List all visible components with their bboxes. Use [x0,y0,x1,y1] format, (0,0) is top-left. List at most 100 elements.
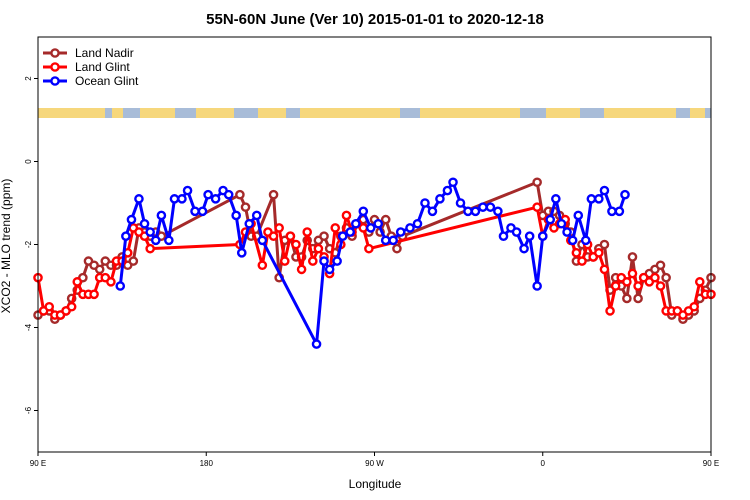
data-point [337,231,348,241]
data-point [190,206,200,217]
y-tick-label: -6 [24,406,33,414]
data-point [169,194,180,204]
series-ocean-glint [115,177,630,349]
plot-area [37,36,712,453]
data-point [351,218,361,229]
data-point [567,235,578,246]
data-point [121,231,131,241]
data-point [257,260,268,271]
land-ocean-strip [38,108,711,118]
land-segment [196,108,234,118]
data-point [478,202,488,212]
data-point [586,194,597,204]
y-tick-label: 0 [24,159,33,164]
data-point [182,185,193,196]
data-point [571,247,582,258]
data-point [257,235,268,246]
data-point [145,243,155,254]
x-tick-label: 90 E [30,459,46,468]
data-point [610,281,621,291]
data-point [134,194,144,204]
data-point [633,293,643,304]
land-segment [112,108,123,118]
data-point [463,206,473,217]
axes: 90 E 180 90 W 0 90 E 2 0 -2 -4 -6 [24,76,719,468]
data-point [614,206,625,217]
data-point [72,277,83,287]
land-segment [258,108,286,118]
data-point [44,301,55,312]
data-point [633,281,643,291]
legend-label: Land Nadir [75,46,134,60]
series-line [118,180,627,346]
data-point [231,210,241,221]
land-segment [420,108,520,118]
data-point [622,277,632,287]
data-point [164,235,174,246]
data-point [210,194,221,204]
data-point [519,243,529,254]
data-point [388,235,398,246]
data-point [380,235,391,246]
data-point [556,218,567,229]
data-point [358,206,369,217]
data-point [573,210,584,221]
data-point [599,264,610,275]
data-point [594,247,604,258]
legend-marker [50,62,60,72]
data-point [448,177,458,188]
data-point [405,223,415,233]
x-axis-label: Longitude [349,477,402,491]
data-point [291,239,301,250]
data-point [364,243,374,254]
data-point [236,247,247,258]
data-point [661,272,671,283]
data-point [607,206,617,217]
data-point [106,277,116,287]
y-axis-label: XCO2 - MLO trend (ppm) [0,179,13,314]
y-tick-label: -4 [24,323,33,331]
data-point [358,223,369,233]
data-point [285,231,296,241]
data-point [240,202,251,212]
legend-label: Ocean Glint [75,74,139,88]
x-tick-label: 90 W [365,459,384,468]
data-point [115,281,126,291]
land-segment [140,108,175,118]
data-point [313,243,324,254]
legend-label: Land Glint [75,60,130,74]
data-point [537,231,548,241]
series-layer [33,177,716,349]
data-point [493,206,503,217]
land-segment [300,108,400,118]
data-point [620,189,630,200]
land-segment [604,108,676,118]
data-point [511,227,522,237]
land-segment [38,108,105,118]
data-point [694,277,705,287]
data-point [420,198,430,208]
y-tick-label: -2 [24,240,33,248]
chart-title: 55N-60N June (Ver 10) 2015-01-01 to 2020… [206,11,544,28]
data-point [308,256,318,266]
data-point [627,268,638,279]
data-point [485,202,496,212]
x-tick-label: 0 [541,459,546,468]
data-point [139,218,150,229]
data-point [66,301,77,312]
data-point [94,264,105,275]
data-point [177,194,187,204]
data-point [345,227,355,237]
data-point [330,223,341,233]
data-point [268,231,279,241]
data-point [689,301,699,312]
data-point [532,281,542,291]
data-point [311,339,322,349]
data-point [197,206,208,217]
data-point [594,194,604,204]
data-point [332,256,342,266]
data-point [605,306,615,316]
data-point [655,260,666,271]
data-point [128,256,139,266]
